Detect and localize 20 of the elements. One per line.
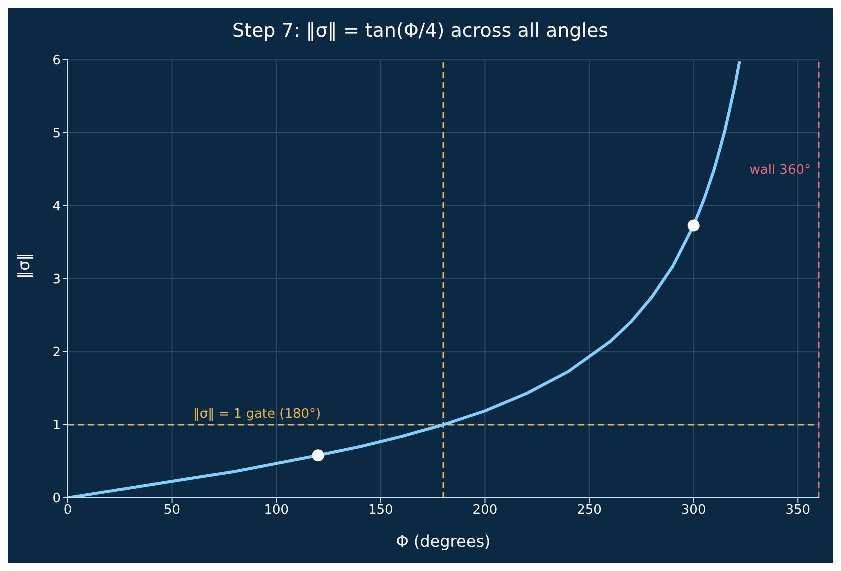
y-tick-label: 0 (52, 492, 61, 507)
x-axis-title: Φ (degrees) (396, 532, 491, 551)
y-tick-label: 5 (52, 126, 61, 142)
y-tick-label: 1 (52, 418, 61, 434)
chart-title: Step 7: ‖σ‖ = tan(Φ/4) across all angles (231, 19, 610, 44)
x-tick-label: 200 (472, 503, 498, 518)
y-tick-label: 4 (52, 200, 61, 215)
y-axis-title: ‖σ‖ (14, 252, 34, 279)
x-tick-label: 50 (164, 503, 181, 518)
ref-line-label: ‖σ‖ = 1 gate (180°) (193, 407, 322, 422)
x-tick-label: 300 (681, 503, 706, 518)
y-tick-label: 6 (52, 54, 61, 69)
x-tick-label: 350 (786, 503, 811, 518)
x-tick-label: 100 (264, 503, 290, 518)
y-tick-label: 3 (52, 272, 61, 288)
x-tick-label: 250 (577, 503, 602, 518)
y-tick-label: 2 (52, 346, 61, 361)
x-tick-label: 150 (368, 503, 394, 518)
ref-line-label: wall 360° (750, 162, 811, 178)
x-tick-label: 0 (64, 503, 72, 518)
